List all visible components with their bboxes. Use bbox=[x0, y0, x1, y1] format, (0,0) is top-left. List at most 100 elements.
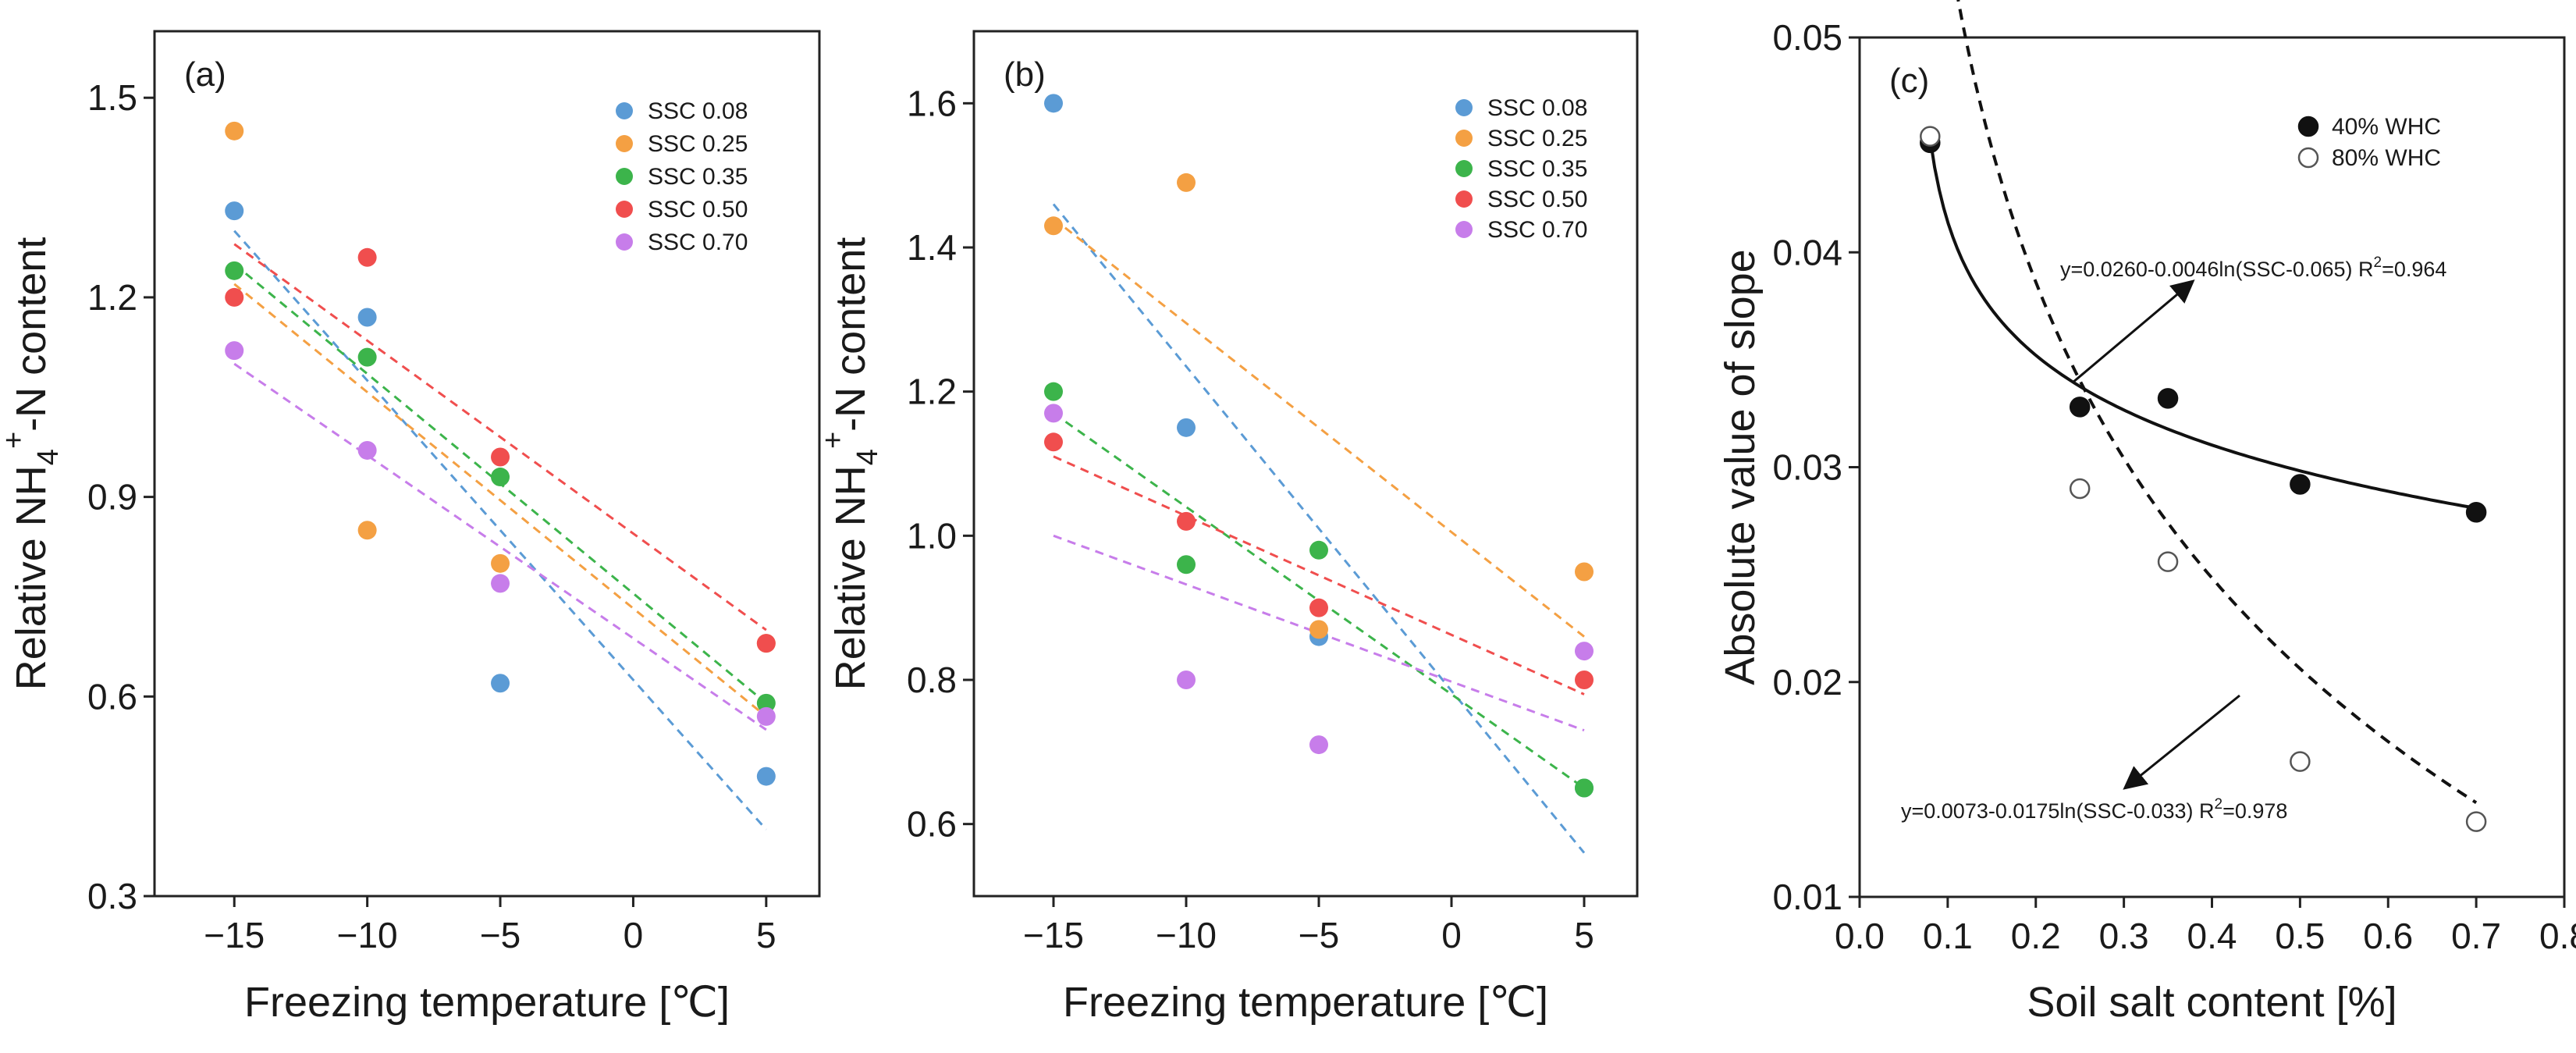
fit-curve bbox=[1956, 0, 2478, 804]
legend-marker bbox=[1455, 160, 1473, 177]
legend-label: SSC 0.08 bbox=[648, 98, 748, 124]
y-tick-label: 0.02 bbox=[1772, 662, 1842, 703]
legend-marker bbox=[616, 201, 633, 218]
data-point bbox=[225, 121, 244, 141]
data-point bbox=[1044, 216, 1063, 236]
data-point bbox=[1309, 620, 1328, 639]
y-tick-label: 1.4 bbox=[907, 227, 957, 268]
plot-frame bbox=[1858, 36, 2566, 898]
annotation-arrow bbox=[2072, 279, 2195, 384]
data-point bbox=[1575, 778, 1594, 798]
x-tick-label: 0.2 bbox=[2011, 916, 2061, 956]
x-tick-label: 0.7 bbox=[2451, 916, 2501, 956]
y-axis-title: Relative NH4+-N content bbox=[0, 237, 65, 691]
x-tick-label: 5 bbox=[1574, 915, 1594, 955]
x-tick-label: −10 bbox=[1156, 915, 1217, 955]
data-point bbox=[1177, 173, 1196, 192]
x-tick-label: 0.3 bbox=[2099, 916, 2149, 956]
plot-frame bbox=[972, 30, 1639, 898]
x-tick-label: −10 bbox=[337, 915, 398, 955]
data-point bbox=[2069, 397, 2091, 418]
data-point bbox=[1044, 432, 1063, 452]
y-tick-label: 1.5 bbox=[87, 77, 137, 118]
y-tick-label: 1.2 bbox=[87, 277, 137, 318]
data-point bbox=[1575, 562, 1594, 582]
y-tick-label: 0.05 bbox=[1772, 17, 1842, 58]
x-tick-label: 0.0 bbox=[1835, 916, 1885, 956]
legend-label: SSC 0.35 bbox=[648, 164, 748, 190]
y-axis-title: Absolute value of slope bbox=[1717, 249, 1764, 685]
data-point bbox=[2157, 551, 2179, 572]
data-point bbox=[1177, 418, 1196, 437]
data-point bbox=[1920, 126, 1941, 147]
data-point bbox=[2290, 474, 2311, 495]
x-tick-label: 0 bbox=[624, 915, 644, 955]
data-point bbox=[357, 308, 377, 327]
y-tick-label: 0.6 bbox=[907, 804, 957, 845]
legend-marker bbox=[616, 168, 633, 185]
data-point bbox=[2465, 811, 2487, 832]
data-point bbox=[225, 287, 244, 307]
x-tick-label: 0.5 bbox=[2275, 916, 2325, 956]
data-point bbox=[2465, 502, 2487, 523]
data-point bbox=[1309, 735, 1328, 755]
trend-line bbox=[1053, 412, 1585, 789]
data-point bbox=[357, 247, 377, 267]
legend-marker bbox=[1455, 221, 1473, 238]
data-point bbox=[225, 261, 244, 280]
plot-frame bbox=[153, 30, 821, 898]
legend-label: SSC 0.25 bbox=[648, 131, 748, 157]
y-tick-label: 0.01 bbox=[1772, 877, 1842, 917]
data-point bbox=[756, 706, 776, 726]
data-point bbox=[1044, 404, 1063, 423]
legend-label: SSC 0.08 bbox=[1487, 95, 1587, 121]
panel-label: (c) bbox=[1889, 62, 1929, 100]
x-tick-label: 0.4 bbox=[2187, 916, 2237, 956]
y-tick-label: 0.9 bbox=[87, 477, 137, 518]
legend-marker bbox=[1455, 99, 1473, 116]
data-point bbox=[491, 674, 510, 693]
legend-marker bbox=[1455, 130, 1473, 147]
legend-label: SSC 0.70 bbox=[1487, 217, 1587, 243]
legend-label: SSC 0.35 bbox=[1487, 156, 1587, 182]
data-point bbox=[491, 553, 510, 573]
panel-label: (a) bbox=[184, 55, 226, 94]
x-tick-label: 0.1 bbox=[1923, 916, 1973, 956]
data-point bbox=[756, 693, 776, 713]
x-tick-label: −15 bbox=[1023, 915, 1084, 955]
data-point bbox=[225, 201, 244, 221]
legend-label: SSC 0.25 bbox=[1487, 126, 1587, 151]
trend-line bbox=[233, 243, 767, 631]
data-point bbox=[1575, 642, 1594, 661]
data-point bbox=[357, 521, 377, 540]
data-point bbox=[491, 468, 510, 487]
annotation-arrow bbox=[2123, 694, 2240, 790]
y-tick-label: 0.04 bbox=[1772, 232, 1842, 272]
x-axis-title: Soil salt content [%] bbox=[2027, 979, 2397, 1026]
y-tick-label: 0.03 bbox=[1772, 447, 1842, 488]
x-tick-label: 0.6 bbox=[2363, 916, 2413, 956]
y-axis-title: Relative NH4+-N content bbox=[817, 237, 884, 691]
panel-label: (b) bbox=[1004, 55, 1046, 94]
data-point bbox=[756, 767, 776, 786]
trend-line bbox=[1052, 203, 1586, 854]
data-point bbox=[1044, 94, 1063, 113]
legend-marker bbox=[616, 233, 633, 251]
y-tick-label: 0.8 bbox=[907, 660, 957, 700]
panel-1: −15 −10 −5 0 5 0.3 0.6 0.9 1.2 1.5 (a) Freezing tem… bbox=[0, 30, 821, 1026]
data-point bbox=[357, 347, 377, 367]
fit-equation: y=0.0260-0.0046ln(SSC-0.065) R2=0.964 bbox=[2060, 254, 2446, 281]
trend-line bbox=[233, 283, 767, 718]
x-tick-label: −15 bbox=[204, 915, 265, 955]
y-tick-label: 1.2 bbox=[907, 372, 957, 412]
legend-marker bbox=[616, 102, 633, 119]
data-point bbox=[357, 440, 377, 460]
data-point bbox=[1309, 540, 1328, 560]
data-point bbox=[1575, 671, 1594, 689]
data-point bbox=[491, 574, 510, 593]
trend-line bbox=[1053, 217, 1585, 638]
data-point bbox=[2069, 478, 2091, 500]
data-point bbox=[1177, 511, 1196, 531]
fit-curve bbox=[1928, 137, 2477, 510]
